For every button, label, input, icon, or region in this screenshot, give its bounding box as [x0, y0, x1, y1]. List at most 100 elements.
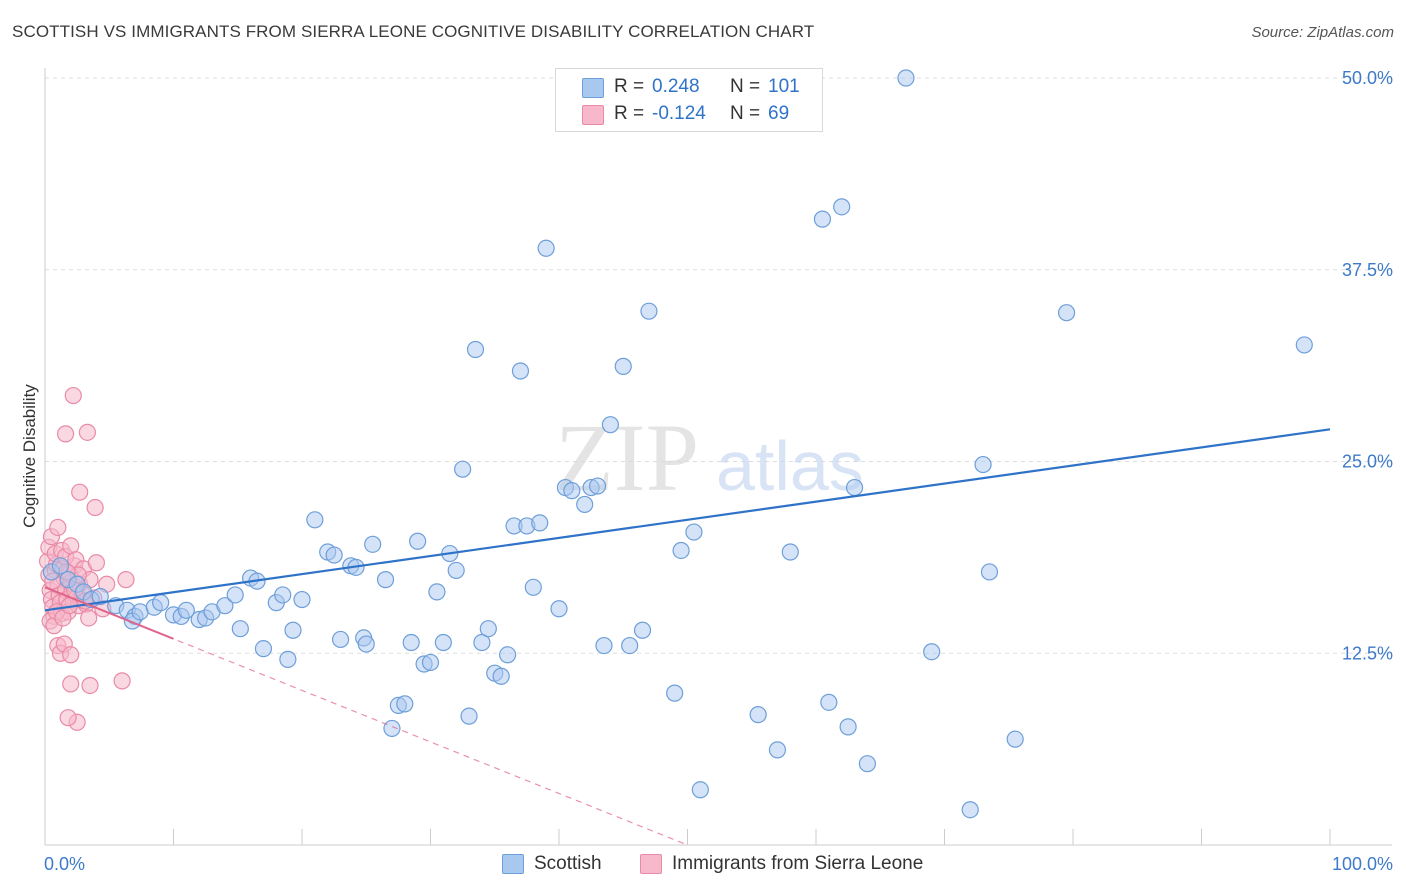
bottom-legend-scottish: Scottish [502, 852, 642, 876]
scottish-point [531, 514, 549, 532]
sierra-leone-point [80, 609, 98, 627]
scottish-point [376, 571, 395, 589]
bottom-legend-swatch-sierra-leone [640, 854, 662, 874]
y-tick-label: 37.5% [1342, 260, 1393, 280]
scottish-point [576, 495, 594, 514]
legend-swatch-sierra-leone [582, 105, 604, 125]
scottish-point [364, 535, 382, 553]
scottish-point [897, 69, 915, 87]
scottish-point [466, 340, 485, 359]
scottish-point [306, 511, 324, 529]
axis-layer: 12.5% 25.0% 37.5% 50.0% 0.0% 100.0% [44, 68, 1393, 874]
bottom-legend-label-scottish: Scottish [534, 853, 602, 874]
scottish-point [1057, 304, 1076, 322]
scottish-point [588, 477, 607, 495]
sierra-leone-point [56, 425, 75, 443]
scottish-point [813, 210, 832, 228]
scottish-point [537, 239, 555, 257]
legend-n-label: N = [730, 76, 761, 97]
legend-n-label: N = [730, 103, 761, 124]
y-tick-label: 25.0% [1342, 452, 1393, 472]
sierra-leone-point [59, 709, 77, 727]
scottish-point [499, 646, 517, 664]
scottish-point [492, 667, 510, 685]
scottish-point [524, 578, 542, 596]
scottish-point [447, 561, 465, 580]
scottish-point [845, 478, 864, 497]
bottom-legend-label-sierra-leone: Immigrants from Sierra Leone [672, 853, 924, 874]
scottish-point [51, 557, 70, 575]
scottish-point [685, 523, 703, 541]
source-label: Source: ZipAtlas.com [1251, 24, 1394, 41]
scottish-point [428, 583, 446, 601]
scottish-point [781, 543, 799, 561]
scottish-point [633, 621, 652, 639]
y-axis-label: Cognitive Disability [20, 384, 39, 528]
watermark: ZIP atlas [555, 404, 864, 511]
scottish-point [1006, 730, 1024, 748]
sierra-leone-point [81, 676, 99, 695]
scottish-point [858, 755, 877, 773]
legend-r-value: 0.248 [652, 76, 700, 97]
sierra-leone-point [78, 423, 97, 441]
scottish-point [402, 633, 420, 652]
bottom-legend-swatch-scottish [502, 854, 524, 874]
scottish-point [226, 586, 244, 604]
scottish-point [550, 600, 568, 618]
scottish-point [974, 455, 992, 474]
sierra-leone-trend-solid [44, 586, 174, 640]
scottish-point [749, 706, 767, 724]
scottish-point [691, 781, 709, 799]
sierra-leone-point [62, 675, 80, 693]
scottish-point [595, 636, 613, 655]
scottish-point [357, 635, 375, 653]
scottish-point [454, 460, 472, 478]
scottish-point [331, 630, 350, 649]
scottish-point [839, 718, 857, 736]
scottish-point [91, 587, 109, 606]
y-tick-label: 50.0% [1342, 68, 1393, 88]
scottish-point [325, 546, 343, 564]
sierra-leone-point [64, 386, 82, 405]
scottish-point [396, 695, 414, 713]
scottish-point [640, 302, 658, 320]
series-scottish-points [42, 69, 1313, 819]
legend-swatch-scottish [582, 78, 604, 98]
sierra-leone-point [71, 483, 89, 501]
scottish-point [768, 741, 787, 759]
scottish-point [563, 482, 581, 500]
scottish-point [231, 620, 249, 638]
watermark-atlas: atlas [716, 427, 864, 505]
x-tick-label-min: 0.0% [44, 854, 85, 874]
scottish-point [274, 586, 292, 604]
grid-layer [45, 77, 1392, 654]
scottish-point [614, 357, 632, 375]
scottish-point [284, 621, 302, 639]
chart-title: SCOTTISH VS IMMIGRANTS FROM SIERRA LEONE… [12, 22, 815, 41]
sierra-leone-point [117, 571, 135, 589]
scottish-point [820, 693, 838, 711]
legend-n-value: 69 [768, 103, 790, 124]
correlation-legend: R = 0.248 N = 101 R = -0.124 N = 69 [555, 68, 823, 132]
legend-r-label: R = [614, 103, 645, 124]
scottish-point [279, 650, 297, 668]
scottish-point [621, 636, 639, 655]
legend-n-value: 101 [768, 76, 800, 97]
scottish-trend-line [44, 428, 1331, 612]
scottish-point [1295, 336, 1313, 354]
scottish-point [293, 590, 311, 609]
scottish-point [421, 653, 440, 672]
scottish-point [666, 684, 684, 702]
series-sierra-leone-points [38, 386, 135, 731]
scottish-point [479, 620, 497, 638]
bottom-legend-sierra-leone: Immigrants from Sierra Leone [640, 852, 960, 876]
legend-r-label: R = [614, 76, 645, 97]
scottish-point [177, 601, 195, 619]
scottish-point [216, 597, 234, 615]
scottish-point [923, 643, 941, 661]
legend-r-value: -0.124 [652, 103, 706, 124]
y-tick-label: 12.5% [1342, 643, 1393, 663]
scottish-point [460, 707, 478, 725]
sierra-leone-point [113, 672, 131, 690]
